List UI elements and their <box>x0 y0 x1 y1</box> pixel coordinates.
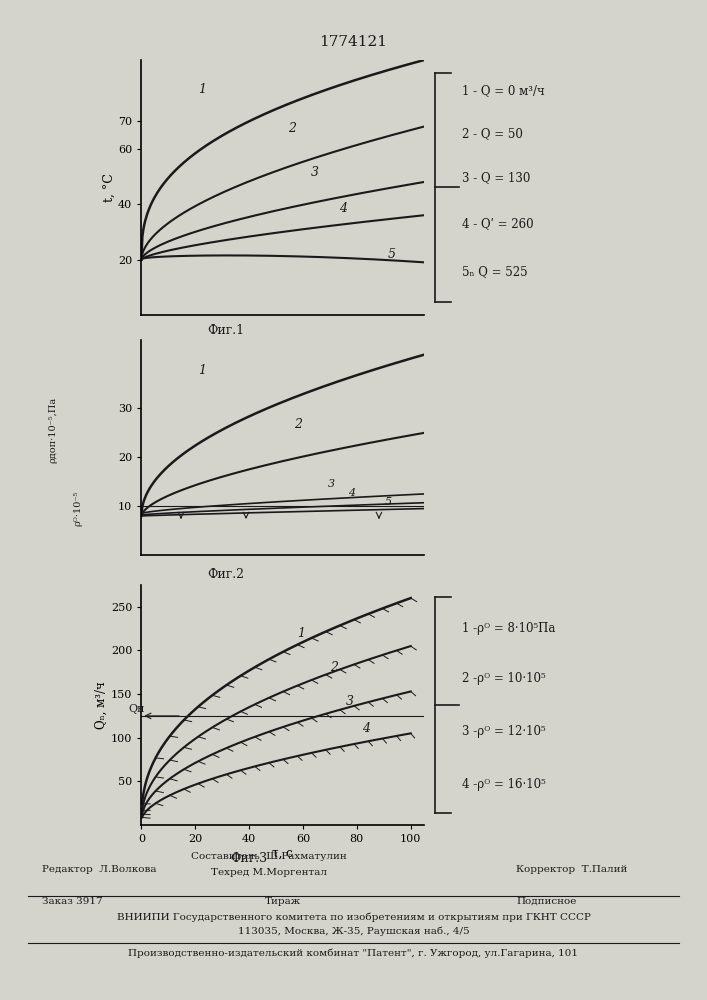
Text: Тираж: Тираж <box>264 897 301 906</box>
Text: 5ₙ Q = 525: 5ₙ Q = 525 <box>462 265 527 278</box>
X-axis label: τ, c: τ, c <box>272 847 293 860</box>
Text: Фиг.2: Фиг.2 <box>208 568 245 581</box>
Text: 4: 4 <box>348 488 355 498</box>
Text: ρдоп·10⁻⁵,Па: ρдоп·10⁻⁵,Па <box>49 397 57 463</box>
Text: 5: 5 <box>387 248 395 261</box>
Text: Qн: Qн <box>128 704 144 714</box>
Text: 1: 1 <box>198 83 206 96</box>
Text: 1: 1 <box>298 627 305 640</box>
Text: Корректор  Т.Палий: Корректор Т.Палий <box>516 865 628 874</box>
Text: 4: 4 <box>362 722 370 735</box>
Text: 4 - Qʹ = 260: 4 - Qʹ = 260 <box>462 217 534 230</box>
Text: Техред М.Моргентал: Техред М.Моргентал <box>211 868 327 877</box>
Text: 4: 4 <box>339 202 347 215</box>
Text: Заказ 3917: Заказ 3917 <box>42 897 103 906</box>
Text: Фиг.1: Фиг.1 <box>208 324 245 337</box>
Text: Фиг.3: Фиг.3 <box>230 852 268 865</box>
Text: 4 -ρᴼ = 16·10⁵: 4 -ρᴼ = 16·10⁵ <box>462 778 546 791</box>
Text: 2: 2 <box>288 122 296 135</box>
Text: 2 - Q = 50: 2 - Q = 50 <box>462 127 522 140</box>
Text: ВНИИПИ Государственного комитета по изобретениям и открытиям при ГКНТ СССР: ВНИИПИ Государственного комитета по изоб… <box>117 912 590 922</box>
Text: Составитель  Ш.Рахматулин: Составитель Ш.Рахматулин <box>191 852 346 861</box>
Text: 113035, Москва, Ж-35, Раушская наб., 4/5: 113035, Москва, Ж-35, Раушская наб., 4/5 <box>238 926 469 936</box>
Text: 2 -ρᴼ = 10·10⁵: 2 -ρᴼ = 10·10⁵ <box>462 672 545 685</box>
Text: 1 -ρᴼ = 8·10⁵Па: 1 -ρᴼ = 8·10⁵Па <box>462 622 555 635</box>
Text: ρᴼ·10⁻⁵: ρᴼ·10⁻⁵ <box>74 490 82 526</box>
Text: 1 - Q = 0 м³/ч: 1 - Q = 0 м³/ч <box>462 84 544 97</box>
Text: 1: 1 <box>198 364 206 377</box>
Text: 2: 2 <box>294 418 302 431</box>
Text: 3 -ρᴼ = 12·10⁵: 3 -ρᴼ = 12·10⁵ <box>462 725 545 738</box>
Text: Подписное: Подписное <box>516 897 576 906</box>
Text: 2: 2 <box>330 661 338 674</box>
Text: 1774121: 1774121 <box>320 35 387 49</box>
Y-axis label: Qₙ, м³/ч: Qₙ, м³/ч <box>95 681 108 729</box>
Text: 3 - Q = 130: 3 - Q = 130 <box>462 171 530 184</box>
Text: Редактор  Л.Волкова: Редактор Л.Волкова <box>42 865 157 874</box>
Text: 3: 3 <box>328 479 335 489</box>
Y-axis label: t, °C: t, °C <box>103 173 115 202</box>
Text: Производственно-издательский комбинат "Патент", г. Ужгород, ул.Гагарина, 101: Производственно-издательский комбинат "П… <box>129 948 578 958</box>
Text: 3: 3 <box>346 695 354 708</box>
Text: 5: 5 <box>385 497 392 507</box>
Text: 3: 3 <box>311 166 319 179</box>
